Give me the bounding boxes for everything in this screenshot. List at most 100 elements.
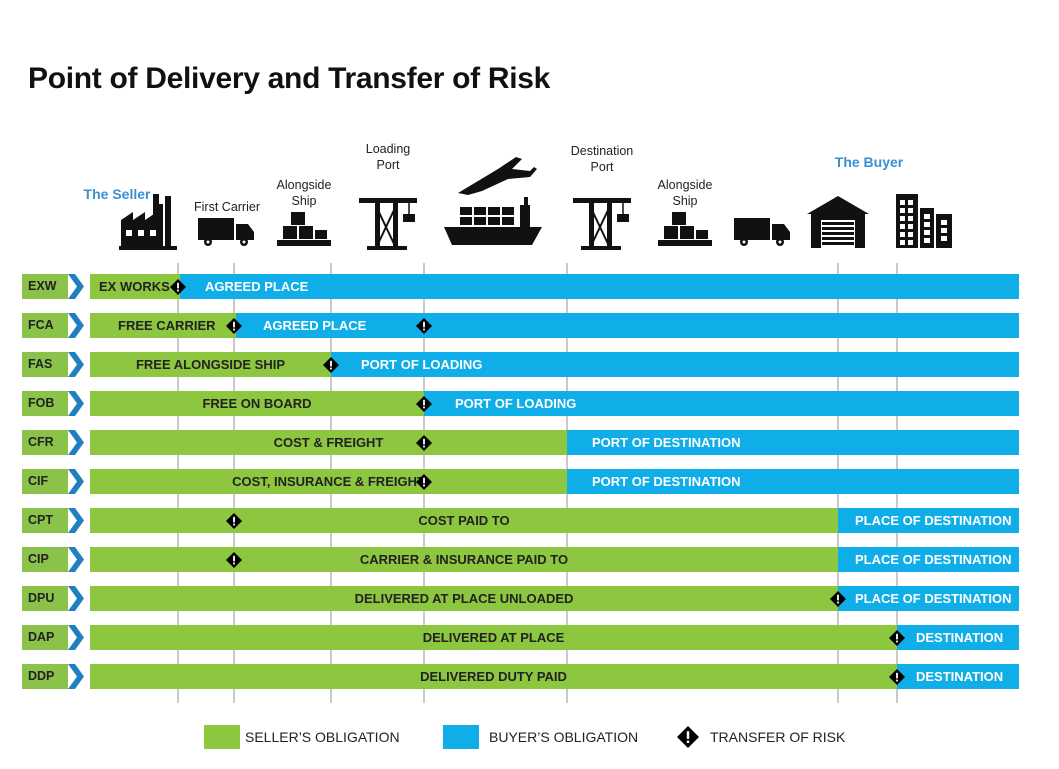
seller-obligation-label: DELIVERED AT PLACE — [422, 630, 565, 645]
buyer-obligation-label: PLACE OF DESTINATION — [855, 552, 1012, 567]
truck-icon — [734, 218, 790, 246]
buyer-obligation-bar: PORT OF LOADING — [424, 391, 1019, 416]
chevron-right-icon — [68, 625, 84, 650]
incoterm-code: DAP — [22, 625, 68, 650]
incoterm-code: DPU — [22, 586, 68, 611]
seller-obligation-label: DELIVERED DUTY PAID — [420, 669, 567, 684]
truck-graphic — [728, 184, 798, 259]
truck-graphic — [192, 184, 262, 259]
icon-label: Loading Port — [365, 142, 411, 172]
factory-graphic — [113, 184, 183, 259]
seller-obligation-bar: COST & FREIGHT — [90, 430, 567, 455]
crane-icon — [359, 198, 417, 250]
incoterm-code: CIP — [22, 547, 68, 572]
buyer-obligation-label: PLACE OF DESTINATION — [855, 591, 1012, 606]
icon-label: The Buyer — [834, 154, 904, 170]
incoterm-code: FCA — [22, 313, 68, 338]
seller-obligation-bar: COST PAID TO — [90, 508, 838, 533]
transfer-of-risk-icon — [416, 435, 432, 451]
crane-graphic — [353, 184, 423, 259]
seller-obligation-bar: EX WORKS — [90, 274, 180, 299]
chevron-right-icon — [68, 352, 84, 377]
buyer-obligation-bar: PLACE OF DESTINATION — [838, 547, 1019, 572]
transfer-of-risk-icon — [830, 591, 846, 607]
legend-label: TRANSFER OF RISK — [710, 729, 846, 745]
icon-label: The Seller — [83, 186, 151, 202]
page-title: Point of Delivery and Transfer of Risk — [28, 62, 551, 95]
incoterm-code: FAS — [22, 352, 68, 377]
incoterm-code: EXW — [22, 274, 68, 299]
buildings-icon — [896, 194, 952, 248]
buyer-legend-swatch — [443, 725, 479, 749]
transfer-of-risk-icon — [416, 474, 432, 490]
icon-label: Destination Port — [570, 144, 634, 174]
buyer-obligation-label: PORT OF DESTINATION — [592, 435, 741, 450]
seller-obligation-label: FREE ALONGSIDE SHIP — [135, 357, 286, 372]
seller-obligation-label: FREE CARRIER — [118, 318, 216, 333]
crane-icon — [573, 198, 631, 250]
seller-obligation-bar: FREE ALONGSIDE SHIP — [90, 352, 331, 377]
buyer-obligation-label: DESTINATION — [916, 669, 1004, 684]
chevron-right-icon — [68, 469, 84, 494]
cargo-boxes-icon — [277, 212, 331, 246]
seller-obligation-label: EX WORKS — [99, 279, 170, 294]
ship-plane-graphic — [438, 149, 548, 259]
seller-obligation-bar: FREE CARRIER — [90, 313, 236, 338]
seller-obligation-label: COST PAID TO — [418, 513, 510, 528]
seller-obligation-bar: CARRIER & INSURANCE PAID TO — [90, 547, 838, 572]
chevron-right-icon — [68, 430, 84, 455]
transfer-of-risk-icon — [889, 630, 905, 646]
buyer-obligation-label: PORT OF DESTINATION — [592, 474, 741, 489]
legend-label: SELLER’S OBLIGATION — [245, 729, 400, 745]
seller-obligation-label: CARRIER & INSURANCE PAID TO — [359, 552, 569, 567]
crane-graphic — [567, 184, 637, 259]
buildings-graphic — [888, 184, 958, 259]
seller-obligation-bar: DELIVERED AT PLACE UNLOADED — [90, 586, 838, 611]
buyer-obligation-label: DESTINATION — [916, 630, 1004, 645]
buyer-obligation-bar: PLACE OF DESTINATION — [838, 508, 1019, 533]
transfer-of-risk-icon — [416, 318, 432, 334]
incoterm-code: DDP — [22, 664, 68, 689]
transfer-of-risk-icon — [416, 396, 432, 412]
incoterm-code: FOB — [22, 391, 68, 416]
warehouse-icon — [807, 196, 869, 248]
transfer-of-risk-icon — [889, 669, 905, 685]
chevron-right-icon — [68, 586, 84, 611]
seller-obligation-label: COST, INSURANCE & FREIGHT — [232, 474, 425, 489]
chevron-right-icon — [68, 391, 84, 416]
chevron-right-icon — [68, 664, 84, 689]
buyer-obligation-label: PORT OF LOADING — [455, 396, 577, 411]
seller-obligation-label: FREE ON BOARD — [202, 396, 312, 411]
buyer-obligation-bar: DESTINATION — [897, 625, 1019, 650]
transfer-of-risk-icon — [226, 552, 242, 568]
incoterm-code: CPT — [22, 508, 68, 533]
seller-obligation-label: DELIVERED AT PLACE UNLOADED — [354, 591, 574, 606]
cargo-boxes-icon — [658, 212, 712, 246]
buyer-obligation-bar: AGREED PLACE — [236, 313, 1019, 338]
chevron-right-icon — [68, 547, 84, 572]
ship-plane-icon — [444, 157, 542, 245]
transfer-of-risk-icon — [226, 513, 242, 529]
seller-obligation-bar: COST, INSURANCE & FREIGHT — [90, 469, 567, 494]
buyer-obligation-label: AGREED PLACE — [263, 318, 367, 333]
buyer-obligation-label: PORT OF LOADING — [361, 357, 483, 372]
transfer-of-risk-icon — [323, 357, 339, 373]
factory-icon — [119, 194, 177, 250]
chevron-right-icon — [68, 508, 84, 533]
buyer-obligation-bar: PORT OF LOADING — [331, 352, 1019, 377]
cargo-boxes-graphic — [650, 184, 720, 259]
transfer-of-risk-icon — [170, 279, 186, 295]
seller-obligation-label: COST & FREIGHT — [273, 435, 384, 450]
buyer-obligation-bar: PLACE OF DESTINATION — [838, 586, 1019, 611]
cargo-boxes-graphic — [269, 184, 339, 259]
chevron-right-icon — [68, 313, 84, 338]
buyer-obligation-bar: PORT OF DESTINATION — [567, 430, 1019, 455]
seller-obligation-bar: DELIVERED DUTY PAID — [90, 664, 897, 689]
seller-obligation-bar: FREE ON BOARD — [90, 391, 424, 416]
icon-label: Alongside Ship — [657, 178, 713, 208]
warehouse-graphic — [803, 184, 873, 259]
buyer-obligation-bar: AGREED PLACE — [180, 274, 1019, 299]
buyer-obligation-label: AGREED PLACE — [205, 279, 309, 294]
chevron-right-icon — [68, 274, 84, 299]
